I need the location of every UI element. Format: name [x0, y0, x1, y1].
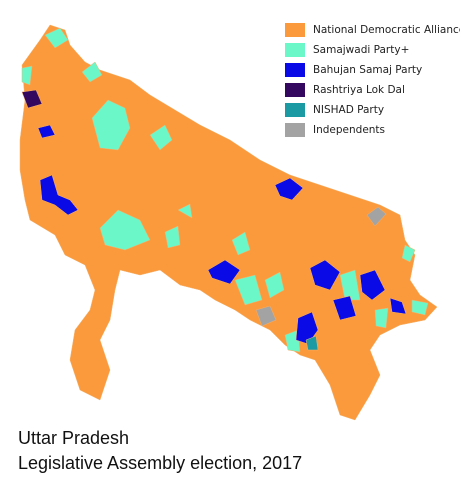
legend-label: National Democratic Alliance: [313, 24, 460, 36]
region: [21, 89, 43, 109]
state-map: [19, 24, 438, 421]
legend-label: Rashtriya Lok Dal: [313, 84, 405, 96]
region: [255, 305, 277, 327]
region: [37, 124, 56, 139]
region: [81, 61, 103, 83]
region: [309, 259, 341, 291]
legend-swatch: [285, 83, 305, 97]
region: [339, 269, 361, 301]
legend-swatch: [285, 63, 305, 77]
region: [44, 27, 69, 49]
region: [274, 177, 304, 201]
region: [99, 209, 151, 251]
legend-swatch: [285, 43, 305, 57]
region: [234, 274, 263, 306]
region: [91, 99, 131, 151]
region: [401, 244, 416, 263]
legend-swatch: [285, 23, 305, 37]
region: [21, 65, 33, 86]
region: [164, 225, 181, 249]
region: [411, 299, 429, 316]
region: [264, 271, 285, 299]
legend-label: Independents: [313, 124, 385, 136]
region: [389, 297, 407, 315]
legend-label: Samajwadi Party+: [313, 44, 409, 56]
legend-swatch: [285, 103, 305, 117]
legend-label: Bahujan Samaj Party: [313, 64, 422, 76]
region: [177, 203, 193, 219]
region: [231, 231, 251, 256]
region: [149, 124, 173, 151]
caption-title: Uttar Pradesh: [18, 428, 129, 448]
legend-label: NISHAD Party: [313, 104, 384, 116]
region: [359, 269, 386, 301]
legend: National Democratic Alliance Samajwadi Pa…: [285, 23, 460, 137]
legend-swatch: [285, 123, 305, 137]
region: [366, 206, 387, 227]
region: [374, 307, 389, 329]
region: [332, 295, 357, 321]
region: [39, 174, 79, 216]
region: [305, 335, 319, 351]
caption-subtitle: Legislative Assembly election, 2017: [18, 453, 302, 473]
region: [207, 259, 241, 285]
